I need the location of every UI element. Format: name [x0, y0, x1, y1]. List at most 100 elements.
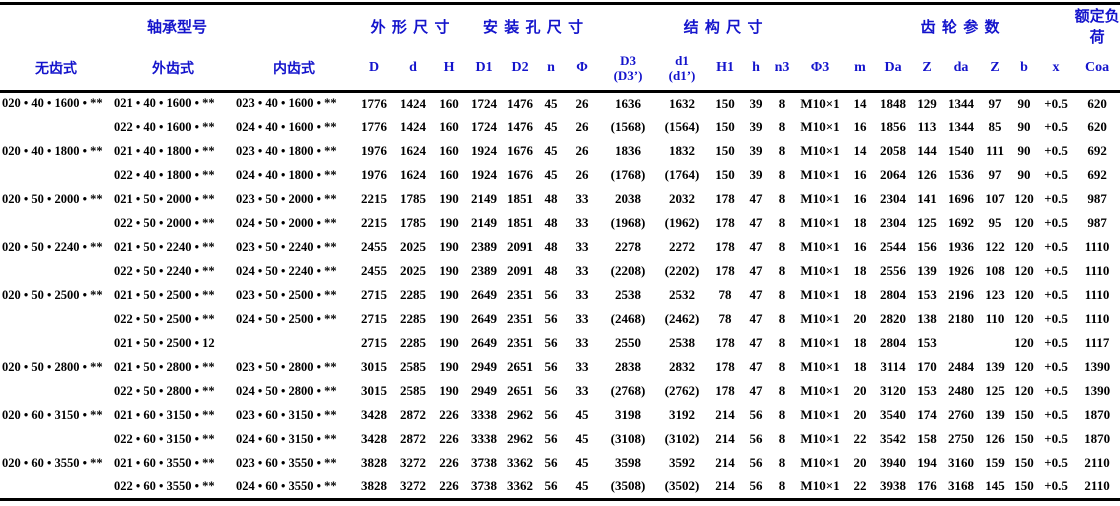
cell-phi3: M10×1 — [800, 119, 840, 134]
cell-phi: 33 — [575, 215, 589, 230]
cell-d1: (3502) — [664, 478, 700, 494]
cell-n3: 8 — [778, 383, 786, 398]
cell-x: +0.5 — [1044, 263, 1068, 278]
cell-internal-gear-type: 023 • 50 • 2240 • ** — [236, 239, 337, 254]
cell-D2: 1851 — [507, 215, 534, 230]
cell-x: +0.5 — [1044, 335, 1068, 350]
cell-H: 226 — [439, 478, 459, 494]
cell-D3: 2038 — [615, 191, 642, 206]
cell-D1: 2949 — [471, 383, 498, 398]
cell-da: 2196 — [948, 287, 975, 302]
cell-n: 56 — [544, 335, 558, 350]
cell-d: 2872 — [400, 407, 427, 422]
cell-d: 2285 — [400, 311, 427, 326]
cell-phi3: M10×1 — [800, 215, 840, 230]
cell-external-gear-type: 021 • 60 • 3150 • ** — [114, 407, 215, 422]
cell-n: 45 — [544, 95, 558, 111]
cell-phi3: M10×1 — [800, 311, 840, 326]
cell-phi: 26 — [575, 95, 589, 111]
cell-D3: (1568) — [610, 119, 646, 134]
cell-m: 20 — [853, 383, 867, 398]
cell-D: 2715 — [361, 335, 388, 350]
cell-plain-type — [0, 307, 112, 331]
cell-h: 47 — [749, 335, 763, 350]
cell-D: 3828 — [361, 455, 388, 470]
cell-phi3: M10×1 — [800, 239, 840, 254]
cell-b: 150 — [1014, 478, 1034, 494]
cell-H1: 178 — [715, 383, 735, 398]
table-row: 022 • 50 • 2000 • ** 024 • 50 • 2000 • **… — [0, 211, 1120, 235]
cell-h: 39 — [749, 119, 763, 134]
cell-x: +0.5 — [1044, 167, 1068, 182]
cell-D3: (2768) — [610, 383, 646, 398]
table-row: 022 • 50 • 2800 • ** 024 • 50 • 2800 • **… — [0, 379, 1120, 403]
cell-D2: 1476 — [507, 119, 534, 134]
cell-plain-type: 020 • 50 • 2800 • ** — [2, 359, 103, 374]
cell-m: 18 — [853, 287, 867, 302]
cell-H: 190 — [439, 311, 459, 326]
cell-H: 226 — [439, 407, 459, 422]
cell-d1: (2202) — [664, 263, 700, 278]
cell-x: +0.5 — [1044, 383, 1068, 398]
cell-internal-gear-type: 024 • 50 • 2240 • ** — [236, 263, 337, 278]
cell-n3: 8 — [778, 455, 786, 470]
cell-phi3: M10×1 — [800, 431, 840, 446]
cell-m: 16 — [853, 239, 867, 254]
cell-external-gear-type: 021 • 50 • 2000 • ** — [114, 191, 215, 206]
cell-x: +0.5 — [1044, 311, 1068, 326]
col-header-Coa: Coa — [1074, 47, 1120, 93]
cell-da: 2180 — [948, 311, 975, 326]
cell-phi3: M10×1 — [800, 359, 840, 374]
cell-phi3: M10×1 — [800, 167, 840, 182]
table-row: 022 • 60 • 3550 • ** 024 • 60 • 3550 • **… — [0, 475, 1120, 499]
cell-H1: 78 — [718, 287, 732, 302]
cell-plain-type: 020 • 40 • 1600 • ** — [2, 96, 103, 111]
cell-H1: 178 — [715, 335, 735, 350]
cell-Z2: 126 — [985, 431, 1005, 446]
table-row: 020 • 50 • 2800 • ** 021 • 50 • 2800 • **… — [0, 355, 1120, 379]
cell-D2: 2091 — [507, 239, 534, 254]
cell-x: +0.5 — [1044, 287, 1068, 302]
cell-D3: (2468) — [610, 311, 646, 326]
cell-D1: 2649 — [471, 287, 498, 302]
cell-D3: 3598 — [615, 455, 642, 470]
cell-internal-gear-type — [234, 331, 354, 355]
table-row: 022 • 40 • 1600 • ** 024 • 40 • 1600 • **… — [0, 115, 1120, 139]
cell-h: 56 — [749, 431, 763, 446]
cell-D3: (2208) — [610, 263, 646, 278]
cell-D1: 1924 — [471, 167, 498, 182]
cell-x: +0.5 — [1044, 239, 1068, 254]
cell-n: 56 — [544, 431, 558, 446]
cell-n: 45 — [544, 143, 558, 158]
cell-h: 47 — [749, 263, 763, 278]
cell-Z: 156 — [917, 239, 937, 254]
cell-n3: 8 — [778, 407, 786, 422]
cell-da: 3168 — [948, 478, 975, 494]
cell-Z: 176 — [917, 478, 937, 494]
cell-D1: 2649 — [471, 311, 498, 326]
cell-h: 47 — [749, 239, 763, 254]
cell-da: 1936 — [948, 239, 975, 254]
cell-b: 120 — [1014, 191, 1034, 206]
cell-d: 3272 — [400, 478, 427, 494]
cell-D2: 3362 — [507, 478, 534, 494]
col-header-n: n — [538, 47, 565, 93]
cell-x: +0.5 — [1044, 215, 1068, 230]
group-header-bearing-model: 轴承型号 — [147, 19, 208, 36]
cell-da: 2760 — [948, 407, 975, 422]
cell-phi3: M10×1 — [800, 143, 840, 158]
cell-D2: 2962 — [507, 431, 534, 446]
cell-internal-gear-type: 023 • 60 • 3550 • ** — [236, 455, 337, 470]
cell-H: 160 — [439, 143, 459, 158]
cell-n3: 8 — [778, 239, 786, 254]
cell-plain-type: 020 • 50 • 2000 • ** — [2, 191, 103, 206]
table-row: 020 • 50 • 2500 • ** 021 • 50 • 2500 • **… — [0, 283, 1120, 307]
cell-da: 2750 — [948, 431, 975, 446]
cell-internal-gear-type: 024 • 40 • 1800 • ** — [236, 167, 337, 182]
cell-n3: 8 — [778, 311, 786, 326]
cell-m: 20 — [853, 407, 867, 422]
cell-internal-gear-type: 024 • 60 • 3150 • ** — [236, 431, 337, 446]
cell-D3: 2278 — [615, 239, 642, 254]
cell-D2: 2351 — [507, 287, 534, 302]
cell-Z2: 85 — [988, 119, 1002, 134]
